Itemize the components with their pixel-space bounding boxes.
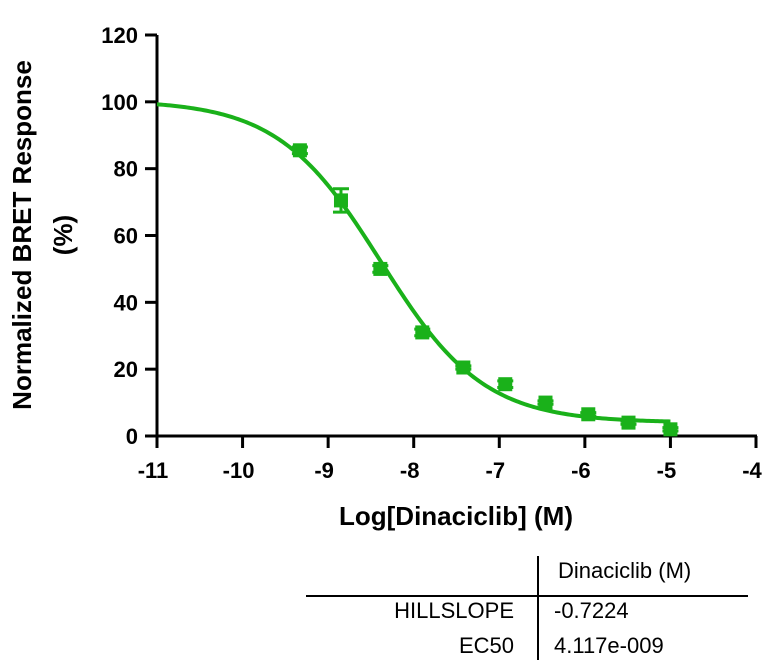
x-axis-title: Log[Dinaciclib] (M) [339, 501, 573, 531]
x-tick-label: -5 [657, 458, 677, 483]
results-column-header: Dinaciclib (M) [558, 558, 692, 583]
point-marker [498, 377, 513, 392]
y-tick-label: 40 [114, 290, 138, 315]
axes: -11 -10 -9 -8 -7 -6 -5 -4 0 20 40 60 80 100 120 [101, 23, 762, 483]
data-point [580, 407, 597, 422]
x-tick-label: -8 [400, 458, 420, 483]
results-row-label: EC50 [458, 633, 514, 658]
y-tick-label: 20 [114, 357, 138, 382]
data-point [414, 325, 431, 340]
point-marker [621, 415, 636, 430]
data-point [497, 377, 514, 392]
point-marker [292, 143, 307, 158]
x-tick-label: -9 [314, 458, 334, 483]
results-header-divider [306, 595, 748, 597]
data-point [291, 143, 308, 158]
point-marker [373, 261, 388, 276]
data-point [332, 187, 349, 214]
y-tick-label: 60 [114, 224, 138, 249]
results-column-divider [537, 556, 539, 660]
y-tick-label: 120 [101, 23, 138, 48]
point-marker [581, 407, 596, 422]
point-marker [415, 325, 430, 340]
results-row-value: 4.117e-009 [554, 633, 664, 658]
data-point [537, 395, 554, 410]
results-row-value: -0.7224 [554, 598, 629, 623]
data-point [372, 261, 389, 276]
data-point [455, 360, 472, 375]
point-marker [456, 360, 471, 375]
dose-response-chart: -11 -10 -9 -8 -7 -6 -5 -4 0 20 40 60 80 100 120 Log[Di… [7, 23, 763, 531]
y-axis-title-unit: (%) [48, 215, 78, 255]
x-tick-label: -10 [223, 458, 255, 483]
fit-curve [156, 102, 671, 424]
data-point [620, 415, 637, 430]
y-tick-label: 80 [114, 157, 138, 182]
y-axis-title: Normalized BRET Response [7, 60, 37, 410]
y-tick-label: 100 [101, 90, 138, 115]
fit-curve-line [156, 102, 671, 424]
results-table: Dinaciclib (M) HILLSLOPE -0.7224 EC50 4.… [306, 556, 750, 660]
results-row-label: HILLSLOPE [394, 598, 514, 623]
x-tick-label: -4 [742, 458, 762, 483]
y-tick-label: 0 [126, 424, 138, 449]
x-tick-label: -7 [486, 458, 506, 483]
data-point [662, 422, 679, 437]
x-tick-label: -11 [138, 458, 169, 483]
point-marker [333, 193, 348, 208]
data-points [291, 143, 679, 437]
x-tick-label: -6 [571, 458, 591, 483]
point-marker [538, 395, 553, 410]
point-marker [663, 422, 678, 437]
